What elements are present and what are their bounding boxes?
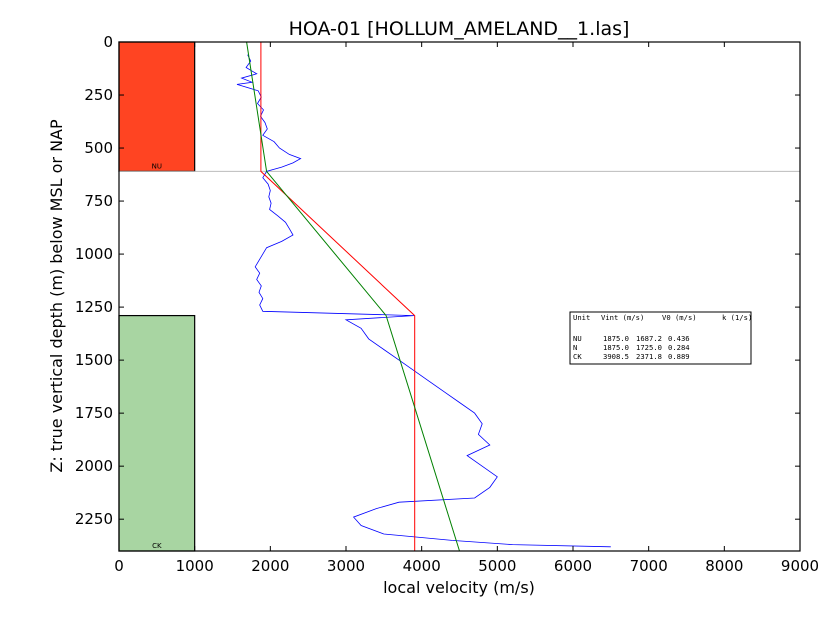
table-row-v0: 2371.8 [636, 352, 662, 361]
x-tick-label: 1000 [176, 557, 214, 575]
table-row-unit: CK [573, 352, 582, 361]
unit-label-ck: CK [152, 542, 162, 550]
y-tick-label: 1250 [75, 298, 113, 316]
table-row-vint: 1875.0 [603, 343, 629, 352]
table-row-v0: 1687.2 [636, 334, 662, 343]
y-axis-label: Z: true vertical depth (m) below MSL or … [47, 119, 66, 473]
table-row-v0: 1725.0 [636, 343, 662, 352]
series-velocity-log [236, 54, 611, 548]
series-interval-velocity [260, 42, 416, 551]
table-header-unit: Unit [573, 313, 590, 322]
y-tick-label: 1500 [75, 351, 113, 369]
x-tick-label: 9000 [781, 557, 819, 575]
y-tick-label: 250 [84, 86, 113, 104]
y-tick-label: 0 [103, 33, 113, 51]
parameter-table-box [569, 311, 752, 365]
x-tick-label: 3000 [327, 557, 365, 575]
x-tick-label: 7000 [630, 557, 668, 575]
series-layer [236, 41, 611, 552]
x-tick-label: 0 [114, 557, 124, 575]
series-v0-k-model [246, 41, 460, 552]
table-row-vint: 3908.5 [603, 352, 629, 361]
unit-block-ck [118, 314, 196, 552]
table-row-k: 0.889 [668, 352, 690, 361]
table-row-k: 0.284 [668, 343, 690, 352]
unit-label-nu: NU [152, 162, 162, 170]
table-row-k: 0.436 [668, 334, 690, 343]
y-tick-label: 2000 [75, 457, 113, 475]
table-row-unit: N [573, 343, 577, 352]
chart-title: HOA-01 [HOLLUM_AMELAND__1.las] [289, 18, 630, 40]
table-header-vint: Vint (m/s) [601, 313, 644, 322]
x-tick-label: 2000 [251, 557, 289, 575]
table-row-unit: NU [573, 334, 582, 343]
y-axis: 0 250 500 750 1000 1250 1500 1750 2000 2250 [75, 33, 800, 528]
x-tick-label: 8000 [705, 557, 743, 575]
plot-frame [118, 41, 801, 552]
y-tick-label: 1000 [75, 245, 113, 263]
x-axis: 0 1000 2000 3000 4000 5000 6000 7000 8000 9000 [114, 42, 819, 575]
x-tick-label: 5000 [478, 557, 516, 575]
parameter-table: Unit Vint (m/s) V0 (m/s) k (1/s) NU 1875… [569, 311, 752, 365]
x-axis-label: local velocity (m/s) [383, 578, 535, 597]
x-tick-label: 6000 [554, 557, 592, 575]
table-row-vint: 1875.0 [603, 334, 629, 343]
unit-block-nu [118, 41, 196, 172]
y-tick-label: 500 [84, 139, 113, 157]
table-header-v0: V0 (m/s) [662, 313, 697, 322]
y-tick-label: 750 [84, 192, 113, 210]
unit-blocks: NU CK [118, 41, 196, 552]
y-tick-label: 1750 [75, 404, 113, 422]
x-tick-label: 4000 [403, 557, 441, 575]
y-tick-label: 2250 [75, 510, 113, 528]
table-header-k: k (1/s) [722, 313, 752, 322]
